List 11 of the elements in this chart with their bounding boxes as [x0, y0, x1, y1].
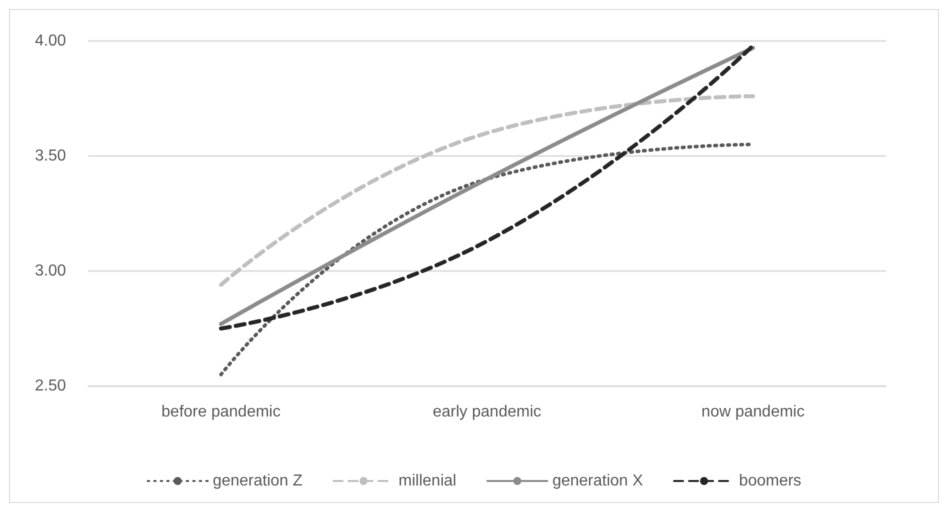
y-tick-label: 2.50: [34, 378, 66, 394]
legend-label: generation Z: [212, 472, 303, 490]
x-tick-label: before pandemic: [161, 404, 281, 420]
legend-label: generation X: [552, 472, 644, 490]
x-tick-label: now pandemic: [701, 404, 805, 420]
y-tick-label: 3.00: [34, 262, 66, 280]
y-tick-label: 3.50: [34, 148, 66, 164]
legend-label: millenial: [398, 472, 456, 490]
x-tick-label: early pandemic: [432, 404, 542, 420]
legend-label: boomers: [739, 472, 802, 490]
y-tick-label: 4.00: [34, 32, 66, 50]
